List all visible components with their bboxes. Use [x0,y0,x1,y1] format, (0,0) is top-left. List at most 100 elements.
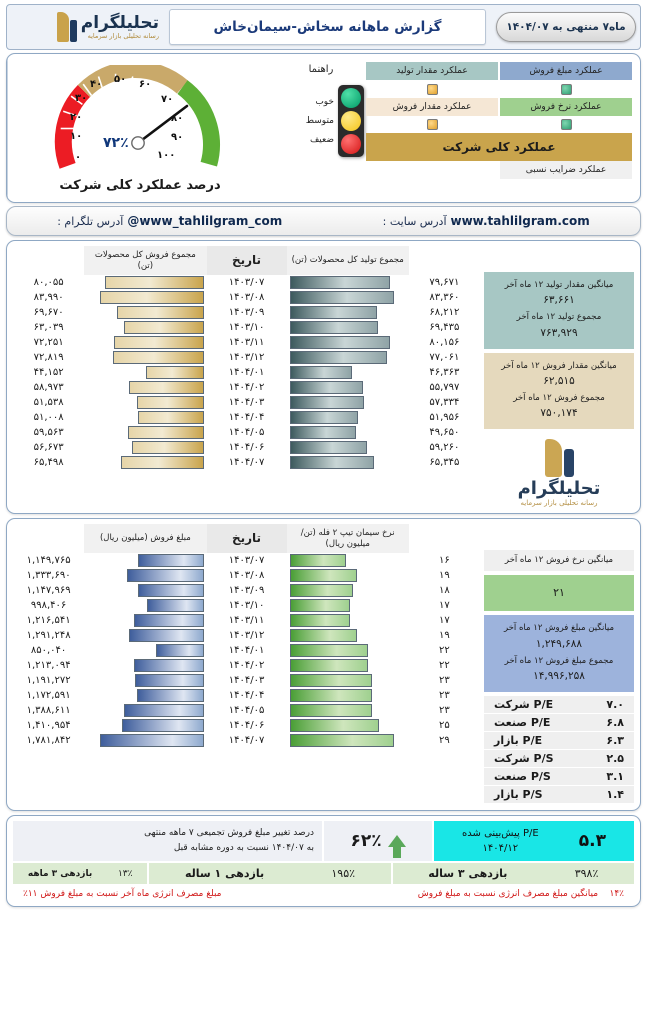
sales-bar-cell [84,365,206,380]
ratio-label: P/S بازار [494,787,543,801]
spacer-header [409,524,480,553]
sales-bar-cell [84,425,206,440]
amount-bar-cell [84,718,206,733]
report-header: ماه۷ منتهی به ۱۴۰۴/۰۷ گزارش ماهانه سخاش-… [6,4,641,50]
amount-value: ۱,۱۹۱,۲۷۲ [26,675,71,687]
ratio-label: P/E بازار [494,733,543,747]
forecast-pe-label-line2: ۱۴۰۴/۱۲ [482,843,519,855]
row-date: ۱۴۰۴/۰۳ [228,397,265,409]
amount-sum-label: مجموع مبلغ فروش ۱۲ ماه آخر [504,655,614,666]
gauge-tick-50: ۵۰ [114,74,127,85]
gauge-tick-40: ۴۰ [90,79,103,90]
production-bar [289,276,390,290]
rate-value: ۱۹ [439,570,450,582]
row-date: ۱۴۰۴/۰۷ [228,457,265,469]
sales-value: ۶۹,۶۷۰ [33,307,64,319]
amount-summary-box: میانگین مبلغ فروش ۱۲ ماه آخر ۱,۲۴۹,۶۸۸ م… [484,615,634,692]
production-bar-cell [287,425,409,440]
amount-value: ۱,۱۷۲,۵۹۱ [26,690,71,702]
amount-bar [146,599,204,613]
return-1year: ۱۹۵٪ بازدهی ۱ ساله [149,863,391,885]
row-date: ۱۴۰۴/۰۷ [228,735,265,747]
row-date: ۱۴۰۳/۱۰ [228,600,265,612]
page-title: گزارش ماهانه سخاش-سیمان‌خاش [213,19,442,35]
row-date: ۱۴۰۳/۱۲ [228,352,265,364]
rate-value: ۲۹ [439,735,450,747]
production-sales-table-wrap: مجموع تولید کل محصولات (تن) تاریخ مجموع … [13,246,480,507]
sales-bar-cell [84,380,206,395]
row-date: ۱۴۰۳/۰۸ [228,292,265,304]
sales-qty-sum-value: ۷۵۰,۱۷۴ [540,407,578,420]
sales-change-note-line2: به ۱۴۰۴/۰۷ نسبت به دوره مشابه قبل [173,843,314,854]
spacer-header [13,524,84,553]
energy-avg-label: میانگین مبلغ مصرف انرژی نسبت به مبلغ فرو… [417,889,599,900]
sales-bar-cell [84,395,206,410]
watermark-logo: تحلیلگرام رسانه تحلیلی بازار سرمایه [484,433,634,507]
production-value: ۵۱,۹۵۶ [429,412,460,424]
sales-bar [99,291,204,305]
row-date: ۱۴۰۳/۱۲ [228,630,265,642]
gauge-hub [131,136,145,150]
traffic-label-weak: ضعیف [309,135,334,145]
table-row: ۵۵,۷۹۷ ۱۴۰۴/۰۲ ۵۸,۹۷۳ [13,380,480,395]
ratio-label: P/S شرکت [494,751,554,765]
sales-value: ۵۱,۵۳۸ [33,397,64,409]
summary-panel: ۵.۳ P/E پیش‌بینی شده ۱۴۰۴/۱۲ ۶۲٪ درصد تغ… [6,814,641,908]
table-row: ۲۳ ۱۴۰۴/۰۳ ۱,۱۹۱,۲۷۲ [13,673,480,688]
amount-bar-cell [84,703,206,718]
sales-bar-cell [84,455,206,470]
rate-bar-cell [287,688,409,703]
gauge-tick-90: ۹۰ [171,132,184,143]
legend-sales-qty-label: عملکرد مقدار فروش [366,98,498,116]
telegram-handle[interactable]: @www_tahlilgram_com [127,214,283,228]
amount-value: ۱,۷۸۱,۸۴۲ [26,735,71,747]
col-header-rate: نرخ سیمان تیپ ۲ فله (تن/میلیون ریال) [286,524,409,554]
production-bar-cell [287,320,409,335]
production-value: ۸۳,۳۶۰ [429,292,460,304]
site-url[interactable]: www.tahlilgram.com [450,214,590,228]
sales-bar [127,426,204,440]
site-address[interactable]: www.tahlilgram.com آدرس سایت : [383,214,590,228]
gauge-value: ۷۲٪ [103,135,129,151]
sales-bar-cell [84,305,206,320]
rate-bar [289,614,350,628]
col-header-production: مجموع تولید کل محصولات (تن) [286,246,409,276]
production-bar-cell [287,335,409,350]
amount-value: ۱,۳۸۸,۶۱۱ [26,705,71,717]
return-3year: ۳۹۸٪ بازدهی ۳ ساله [392,863,634,885]
traffic-label-medium: متوسط [305,116,334,126]
production-value: ۴۶,۳۶۳ [429,367,460,379]
sales-change-note-line1: درصد تغییر مبلغ فروش تجمیعی ۷ ماهه منتهی [144,827,314,838]
sales-change-value: ۶۲٪ [350,831,382,852]
sales-qty-avg-value: ۶۲,۵۱۵ [543,375,575,387]
production-value: ۶۵,۳۴۵ [429,457,460,469]
sales-bar [128,381,204,395]
ratio-label: P/S صنعت [494,769,551,783]
legend-section: عملکرد مبلغ فروش عملکرد مقدار تولید راهن… [272,54,640,202]
ratio-row: ۶.۳ P/E بازار [484,731,634,750]
sales-qty-summary-box: میانگین مقدار فروش ۱۲ ماه آخر ۶۲,۵۱۵ مجم… [484,352,634,430]
row-date: ۱۴۰۳/۱۱ [228,615,265,627]
gauge-tick-60: ۶۰ [139,79,152,90]
legend-relative-ratios-label: عملکرد ضرایب نسبی [500,161,632,179]
rate-amount-table: نرخ سیمان تیپ ۲ فله (تن/میلیون ریال) تار… [13,524,480,748]
amount-bar [133,659,204,673]
gauge-caption: درصد عملکرد کلی شرکت [59,178,221,193]
table-row: ۲۹ ۱۴۰۴/۰۷ ۱,۷۸۱,۸۴۲ [13,733,480,748]
return-1year-value: ۱۹۵٪ [331,867,356,881]
rate-avg-label-box: میانگین نرخ فروش ۱۲ ماه آخر [484,550,634,571]
production-value: ۶۹,۴۳۵ [429,322,460,334]
table-row: ۱۷ ۱۴۰۳/۱۱ ۱,۲۱۶,۵۴۱ [13,613,480,628]
gauge-needle [136,104,189,145]
table-row: ۱۹ ۱۴۰۳/۰۸ ۱,۳۳۳,۶۹۰ [13,568,480,583]
ratio-value: ۶.۳ [606,733,624,747]
amount-value: ۱,۲۱۶,۵۴۱ [26,615,71,627]
sales-value: ۵۸,۹۷۳ [33,382,64,394]
gauge-tick-70: ۷۰ [161,94,174,105]
rate-bar [289,629,357,643]
amount-bar [121,719,204,733]
amount-bar [137,554,204,568]
rate-bar-cell [287,673,409,688]
watermark-mark-icon [484,439,634,478]
telegram-address[interactable]: @www_tahlilgram_com آدرس تلگرام : [57,214,282,228]
